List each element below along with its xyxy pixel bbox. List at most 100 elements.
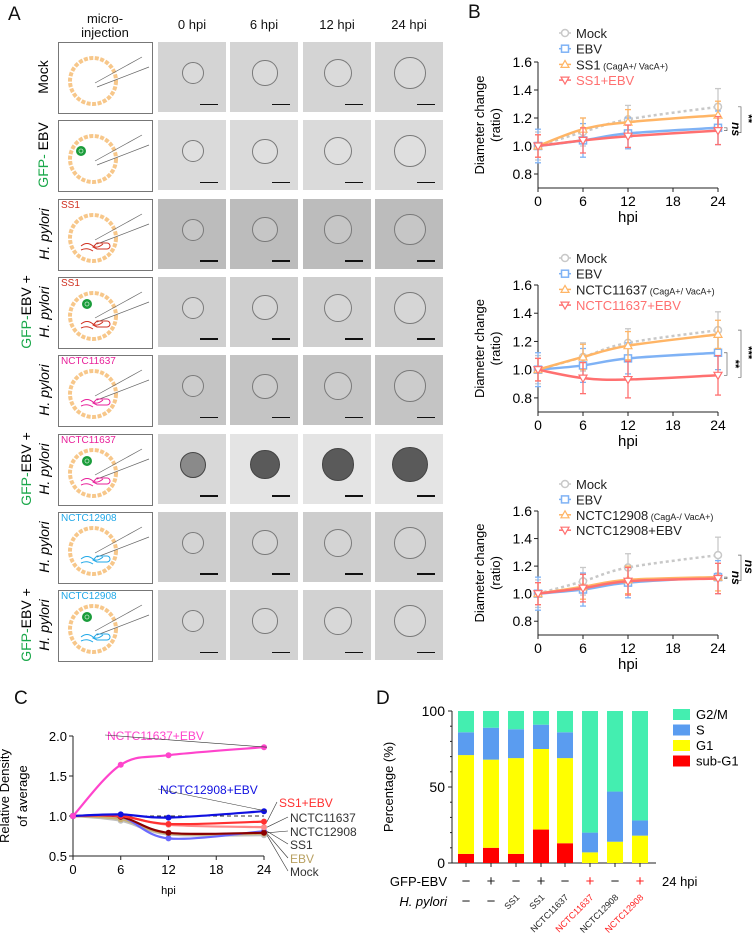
organoid [252,138,278,164]
bar-segment-g1 [458,755,474,854]
y-tick-label: 1.5 [49,769,67,784]
organoid [394,57,426,89]
data-point [117,761,124,768]
organoid-micrograph [375,355,443,426]
needle-icon [94,291,143,319]
scale-bar [200,651,218,654]
legend-subtitle: (CagA+/ VacA+) [647,286,714,296]
organoid-micrograph [230,590,298,661]
organoid-micrograph [230,355,298,426]
organoid-micrograph [375,511,443,582]
scale-bar [272,573,290,575]
legend-marker [559,76,571,86]
y-axis-label: (ratio) [488,556,503,590]
x-tick-label: 6 [579,193,587,209]
organoid-micrograph [158,590,226,661]
bacterium-icon [80,633,111,643]
y-tick-label: 0.5 [49,849,67,864]
organoid [394,292,426,324]
organoid [323,606,353,636]
significance-bracket [738,106,742,133]
series-annotation: NCTC12908+EBV [160,783,258,797]
x-axis-label: hpi [618,433,638,450]
organoid-micrograph [230,511,298,582]
organoid [321,448,355,481]
legend-marker [560,269,570,278]
data-point [261,818,267,825]
x-tick-label: 6 [579,417,587,433]
organoid-micrograph [303,42,371,112]
gfp-ebv-sign: + [537,873,546,890]
h-pylori-sign: − [462,893,471,910]
gfp-ebv-sign: − [462,873,471,890]
organoid-outline-icon [68,525,118,576]
data-point [712,127,724,136]
scale-bar [417,651,435,654]
legend-name: Mock [576,477,608,492]
data-point [622,340,634,350]
organoid-micrograph [375,42,443,112]
organoid [323,371,353,401]
organoid [323,137,353,166]
y-tick-label: 1.6 [513,503,533,519]
y-axis-label: Diameter change [472,524,487,623]
organoid-micrograph [303,198,371,269]
y-tick-label: 1.6 [513,54,533,70]
data-point [577,136,589,146]
legend-name: NCTC11637 [576,282,647,297]
y-axis-label: Diameter change [472,76,487,175]
y-tick-label: 0.8 [513,166,533,182]
organoid [394,370,426,402]
x-tick-label: 0 [534,640,542,656]
bar-segment-sub-g1 [508,853,524,863]
annotation-leader [266,833,289,859]
bar-segment-g2-m [607,711,623,792]
y-tick-label: 0.8 [513,613,533,629]
scale-bar [417,103,435,105]
y-axis-label: Percentage (%) [381,742,396,832]
bar-segment-s [533,724,549,749]
scale-bar [345,260,363,262]
organoid [182,375,204,398]
organoid-micrograph [158,511,226,582]
y-tick-label: 1.2 [513,333,533,349]
gfp-ebv-sign: − [611,873,620,890]
y-axis-label: Relative Density [0,749,12,843]
data-point [261,808,267,815]
x-tick-label: 24 [710,640,726,656]
annotation-leader [266,835,289,872]
organoid-micrograph [375,198,443,269]
bar-segment-g1 [508,758,524,854]
microinjection-diagram: NCTC12908 [58,511,153,584]
x-tick-label: 0 [534,193,542,209]
y-axis-label: (ratio) [488,332,503,366]
gfp-ebv-sign: − [512,873,521,890]
organoid [252,530,278,556]
bar-segment-s [557,732,573,759]
strain-label: NCTC12908 [61,512,117,524]
significance-bracket [738,554,742,581]
h-pylori-strain: SS1 [527,892,546,911]
legend-swatch [673,755,690,767]
scale-bar [200,260,218,262]
y-tick-label: 1.0 [513,586,533,602]
data-point [622,375,634,385]
legend-name: NCTC12908 [576,508,648,523]
strain-label: SS1 [61,277,80,289]
scale-bar [417,338,435,340]
organoid [182,610,204,633]
organoid-micrograph [158,198,226,269]
legend-label: SS1+EBV [576,73,635,88]
strain-label: NCTC11637 [61,356,116,368]
needle-icon [94,56,143,84]
annotation-leader [157,788,268,812]
data-point [712,329,724,338]
data-point [70,813,76,819]
x-tick-label: 24 [257,862,271,877]
organoid-micrograph [230,42,298,112]
time-header: 24 hpi [391,17,427,32]
legend-subtitle: (CagA+/ VacA+) [601,61,668,71]
data-point [532,590,544,599]
scale-bar [345,338,363,340]
h-pylori-strain: SS1 [502,892,521,911]
